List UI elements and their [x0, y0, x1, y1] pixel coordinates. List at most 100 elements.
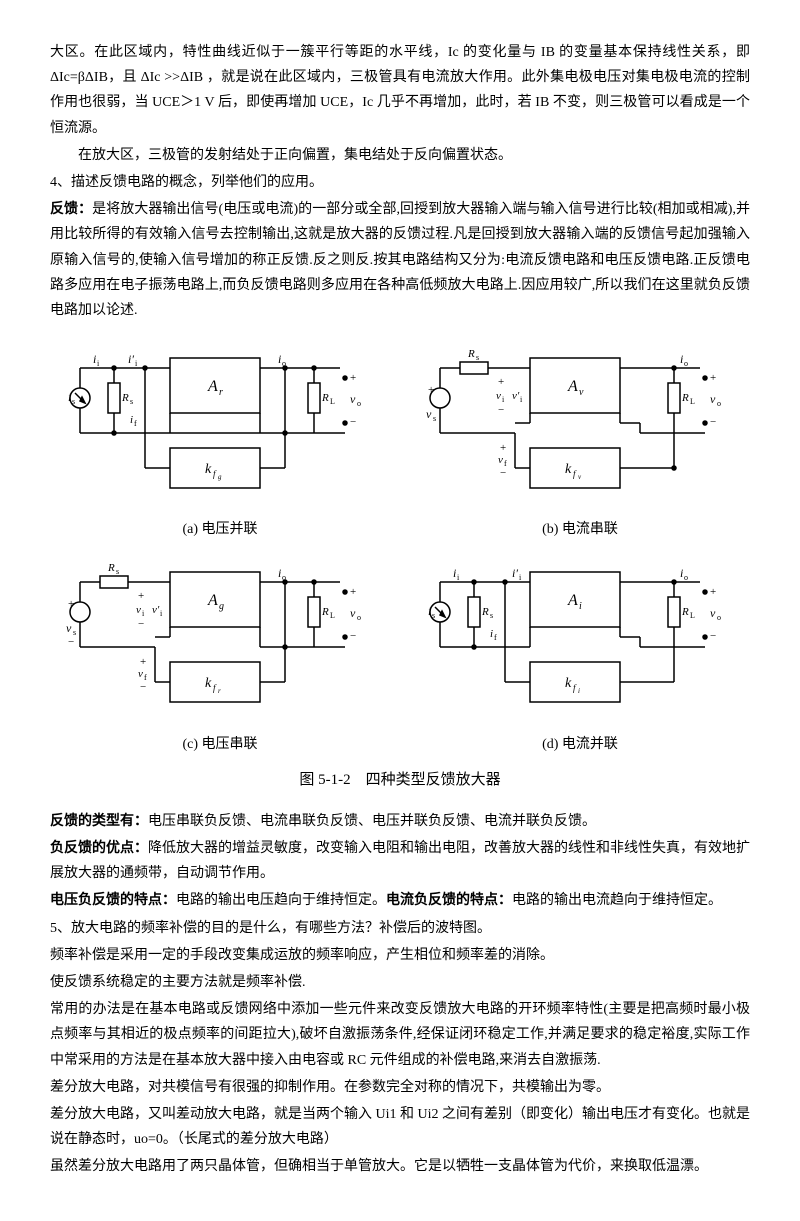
caption-d: (d) 电流并联: [410, 732, 750, 757]
circuit-a-svg: is ii i′i Rs if Ar kfg io RL + vo −: [60, 343, 380, 503]
text-feedback: 是将放大器输出信号(电压或电流)的一部分或全部,回授到放大器输入端与输入信号进行…: [50, 202, 750, 318]
svg-text:−: −: [498, 404, 504, 416]
text-advantages: 降低放大器的增益灵敏度，改变输入电阻和输出电阻，改善放大器的线性和非线性失真，有…: [50, 841, 750, 881]
svg-text:i: i: [519, 573, 522, 582]
paragraph-14: 虽然差分放大电路用了两只晶体管，但确相当于单管放大。它是以牺牲一支晶体管为代价，…: [50, 1154, 750, 1179]
svg-text:r: r: [219, 387, 223, 398]
svg-text:v: v: [710, 606, 716, 620]
svg-text:k: k: [565, 676, 572, 691]
svg-text:i: i: [457, 573, 460, 582]
svg-text:o: o: [717, 399, 721, 408]
svg-text:g: g: [218, 473, 222, 481]
svg-text:v: v: [498, 454, 503, 466]
svg-text:R: R: [321, 606, 329, 618]
svg-text:+: +: [500, 442, 506, 454]
svg-text:v: v: [350, 606, 356, 620]
paragraph-13: 差分放大电路，又叫差动放大电路，就是当两个输入 Ui1 和 Ui2 之间有差别（…: [50, 1102, 750, 1152]
svg-text:i: i: [579, 601, 582, 612]
svg-text:o: o: [357, 399, 361, 408]
svg-text:R: R: [681, 392, 689, 404]
svg-text:−: −: [68, 636, 74, 648]
svg-text:R: R: [107, 562, 115, 574]
svg-text:+: +: [428, 384, 434, 396]
svg-text:R: R: [467, 348, 475, 360]
svg-text:R: R: [681, 606, 689, 618]
svg-text:+: +: [140, 656, 146, 668]
svg-text:s: s: [72, 397, 75, 406]
paragraph-11: 常用的办法是在基本电路或反馈网络中添加一些元件来改变反馈放大电路的开环频率特性(…: [50, 997, 750, 1073]
svg-text:R: R: [321, 392, 329, 404]
svg-text:v: v: [350, 392, 356, 406]
svg-text:L: L: [330, 397, 335, 406]
text-voltage-fb: 电路的输出电压趋向于维持恒定。: [176, 893, 386, 908]
svg-text:g: g: [219, 601, 224, 612]
svg-text:f: f: [573, 683, 577, 693]
svg-text:s: s: [476, 353, 479, 362]
svg-text:v: v: [136, 604, 141, 616]
svg-text:f: f: [213, 469, 217, 479]
svg-text:A: A: [207, 592, 218, 609]
paragraph-1: 大区。在此区域内，特性曲线近似于一簇平行等距的水平线，Ic 的变化量与 IB 的…: [50, 40, 750, 141]
svg-text:v: v: [710, 392, 716, 406]
svg-text:s: s: [490, 611, 493, 620]
svg-text:i: i: [490, 628, 493, 640]
svg-text:−: −: [710, 630, 716, 642]
svg-text:i: i: [502, 395, 505, 404]
caption-c: (c) 电压串联: [50, 732, 390, 757]
label-voltage-fb: 电压负反馈的特点：: [50, 893, 176, 908]
svg-text:+: +: [138, 590, 144, 602]
svg-text:L: L: [330, 611, 335, 620]
svg-text:L: L: [690, 397, 695, 406]
caption-b: (b) 电流串联: [410, 517, 750, 542]
svg-text:o: o: [282, 359, 286, 368]
paragraph-3: 4、描述反馈电路的概念，列举他们的应用。: [50, 170, 750, 195]
svg-text:i: i: [93, 352, 96, 366]
svg-text:i: i: [130, 414, 133, 426]
diagram-b: Rs + vs + vi v′i − + vf − Av kfv io RL +…: [410, 343, 750, 542]
svg-text:−: −: [350, 630, 356, 642]
svg-text:i: i: [428, 604, 431, 618]
figure-title: 图 5-1-2 四种类型反馈放大器: [50, 767, 750, 794]
diagram-grid: is ii i′i Rs if Ar kfg io RL + vo − (a) …: [50, 343, 750, 757]
circuit-c-svg: Rs + vs − + vi v′i − + vf − Ag kfr io RL…: [60, 557, 380, 717]
svg-text:s: s: [433, 414, 436, 423]
svg-text:v: v: [426, 407, 432, 421]
text-current-fb: 电路的输出电流趋向于维持恒定。: [512, 893, 722, 908]
text-types: 电压串联负反馈、电流串联负反馈、电压并联负反馈、电流并联负反馈。: [148, 814, 596, 829]
svg-text:k: k: [205, 676, 212, 691]
diagram-d: is ii i′i Rs if Ai kfi io RL + vo − (d) …: [410, 557, 750, 756]
svg-text:R: R: [121, 392, 129, 404]
svg-text:i: i: [453, 566, 456, 580]
svg-text:−: −: [350, 416, 356, 428]
svg-text:R: R: [481, 606, 489, 618]
paragraph-9: 频率补偿是采用一定的手段改变集成运放的频率响应，产生相位和频率差的消除。: [50, 943, 750, 968]
svg-text:v: v: [66, 621, 72, 635]
paragraph-7: 电压负反馈的特点：电路的输出电压趋向于维持恒定。电流负反馈的特点：电路的输出电流…: [50, 888, 750, 913]
circuit-b-svg: Rs + vs + vi v′i − + vf − Av kfv io RL +…: [420, 343, 740, 503]
svg-text:i: i: [278, 566, 281, 580]
svg-text:+: +: [710, 372, 716, 384]
paragraph-2: 在放大区，三极管的发射结处于正向偏置，集电结处于反向偏置状态。: [50, 143, 750, 168]
svg-text:v′: v′: [512, 390, 520, 402]
svg-text:−: −: [140, 681, 146, 693]
svg-text:i: i: [520, 395, 523, 404]
svg-text:i′: i′: [128, 352, 134, 366]
paragraph-6: 负反馈的优点：降低放大器的增益灵敏度，改变输入电阻和输出电阻，改善放大器的线性和…: [50, 836, 750, 886]
diagram-c: Rs + vs − + vi v′i − + vf − Ag kfr io RL…: [50, 557, 390, 756]
svg-text:i: i: [160, 609, 163, 618]
svg-text:i: i: [97, 359, 100, 368]
svg-text:o: o: [357, 613, 361, 622]
svg-text:i: i: [135, 359, 138, 368]
svg-text:i: i: [68, 390, 71, 404]
svg-text:v: v: [578, 473, 582, 481]
svg-text:o: o: [717, 613, 721, 622]
label-advantages: 负反馈的优点：: [50, 841, 148, 856]
svg-text:i: i: [578, 687, 580, 695]
svg-text:−: −: [500, 467, 506, 479]
svg-text:r: r: [218, 687, 221, 695]
svg-text:v: v: [138, 668, 143, 680]
paragraph-10: 使反馈系统稳定的主要方法就是频率补偿.: [50, 970, 750, 995]
label-types: 反馈的类型有：: [50, 814, 148, 829]
svg-text:+: +: [350, 372, 356, 384]
circuit-d-svg: is ii i′i Rs if Ai kfi io RL + vo −: [420, 557, 740, 717]
